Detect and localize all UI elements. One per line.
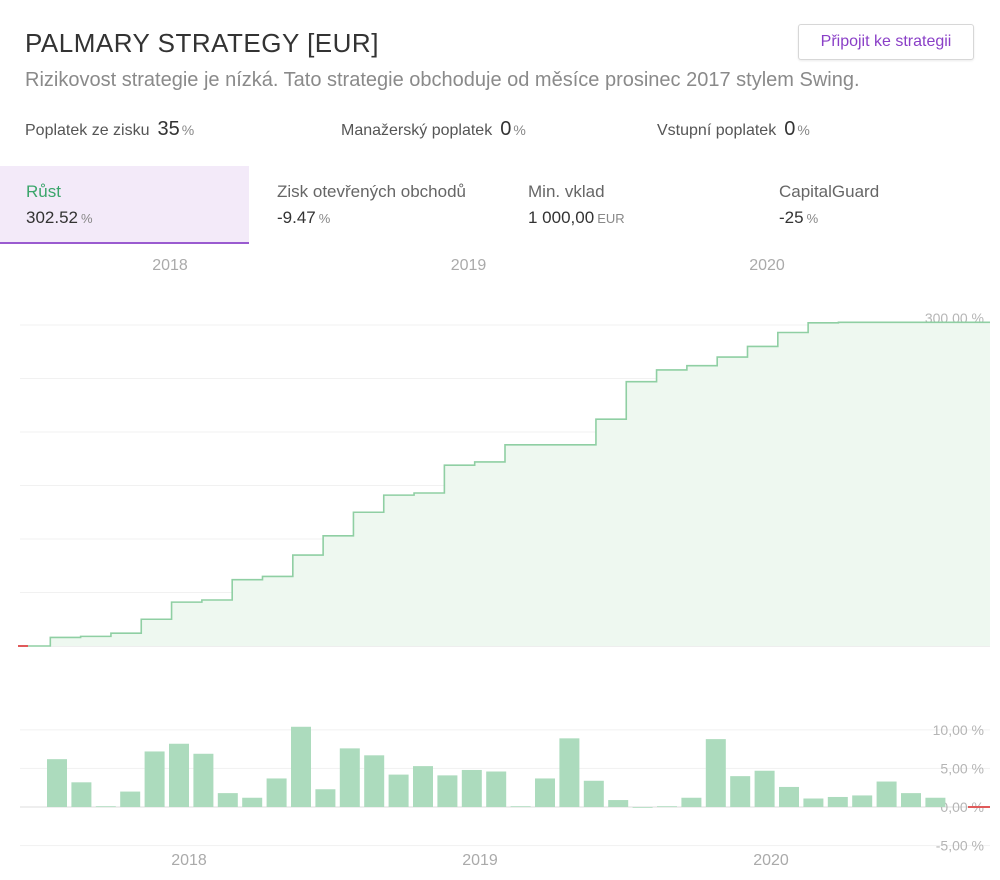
x-tick-label: 2019 bbox=[451, 257, 487, 274]
return-bar bbox=[876, 781, 897, 807]
stat-label: Růst bbox=[26, 182, 61, 201]
fee-value: 0 bbox=[500, 118, 512, 140]
monthly-return-bar-chart: 10,00 % 5,00 % 0,00 % -5,00 % 2018 2019 2020 bbox=[20, 722, 990, 869]
tab-open-trades-profit[interactable]: Zisk otevřených obchodů -9.47% bbox=[251, 166, 500, 244]
strategy-description: Rizikovost strategie je nízká. Tato stra… bbox=[25, 69, 860, 91]
return-bar bbox=[95, 806, 116, 808]
stat-value: 1 000,00 EUR bbox=[528, 208, 751, 228]
return-bar bbox=[47, 759, 67, 807]
fee-label: Vstupní poplatek bbox=[657, 122, 777, 139]
return-bar bbox=[925, 797, 946, 807]
return-bar bbox=[71, 782, 92, 807]
x-tick-label: 2020 bbox=[749, 257, 785, 274]
fee-value: 0 bbox=[784, 118, 796, 140]
return-bar bbox=[291, 726, 311, 807]
stat-label: Zisk otevřených obchodů bbox=[277, 182, 466, 201]
return-bar bbox=[339, 748, 360, 807]
return-bar bbox=[266, 778, 287, 807]
fee-management: Manažerský poplatek 0% bbox=[341, 118, 526, 141]
return-bar bbox=[632, 807, 653, 808]
return-bar bbox=[779, 786, 799, 807]
return-bar bbox=[486, 771, 507, 807]
return-bar bbox=[730, 776, 751, 807]
return-bar bbox=[681, 797, 702, 807]
return-bar bbox=[852, 795, 873, 807]
return-bar bbox=[705, 739, 726, 807]
stat-value: -25% bbox=[779, 208, 1000, 228]
growth-line bbox=[20, 321, 990, 647]
growth-area bbox=[20, 322, 990, 646]
stat-unit: EUR bbox=[597, 211, 625, 226]
fees-row: Poplatek ze zisku 35% Manažerský poplatek… bbox=[0, 118, 1000, 144]
fee-unit: % bbox=[181, 122, 195, 138]
stat-label: CapitalGuard bbox=[779, 182, 880, 201]
fee-value: 35 bbox=[157, 118, 180, 140]
return-bar bbox=[169, 743, 189, 807]
return-bar bbox=[559, 738, 580, 807]
stat-unit: % bbox=[81, 211, 93, 226]
y-tick-label: -5,00 % bbox=[936, 838, 984, 854]
return-bar bbox=[608, 800, 629, 807]
return-bar bbox=[657, 806, 677, 808]
return-bar bbox=[827, 796, 848, 807]
stats-tabs: Růst 302.52% Zisk otevřených obchodů -9.… bbox=[0, 166, 1000, 244]
stat-number: 1 000,00 bbox=[528, 208, 595, 227]
page-title: PALMARY STRATEGY [EUR] bbox=[25, 28, 379, 58]
return-bar bbox=[437, 775, 458, 807]
return-bar bbox=[217, 793, 238, 807]
fee-label: Poplatek ze zisku bbox=[25, 122, 150, 139]
return-bar bbox=[144, 751, 165, 807]
fee-label: Manažerský poplatek bbox=[341, 122, 493, 139]
x-tick-label: 2018 bbox=[152, 257, 188, 274]
join-strategy-button[interactable]: Připojit ke strategii bbox=[798, 24, 974, 60]
fee-profit: Poplatek ze zisku 35% bbox=[25, 118, 194, 141]
return-bar bbox=[510, 806, 531, 808]
fee-unit: % bbox=[797, 122, 810, 138]
stat-unit: % bbox=[806, 211, 819, 226]
tab-growth[interactable]: Růst 302.52% bbox=[0, 166, 249, 244]
return-bar bbox=[535, 778, 555, 807]
growth-line-chart: 2018201920200,00 %50,00 %100,00 %150,00 … bbox=[18, 257, 990, 647]
stat-value: -9.47% bbox=[277, 208, 500, 228]
return-bar bbox=[388, 774, 409, 807]
return-bar bbox=[413, 766, 433, 807]
y-tick-label: 5,00 % bbox=[940, 760, 984, 776]
x-tick-label: 2020 bbox=[753, 852, 789, 869]
return-bar bbox=[754, 770, 775, 807]
fee-entry: Vstupní poplatek 0% bbox=[657, 118, 810, 141]
y-tick-label: 0,00 % bbox=[940, 799, 984, 815]
return-bar bbox=[193, 753, 214, 807]
fee-unit: % bbox=[513, 122, 526, 138]
tab-capitalguard[interactable]: CapitalGuard -25% bbox=[753, 166, 1000, 244]
tab-min-deposit[interactable]: Min. vklad 1 000,00 EUR bbox=[502, 166, 751, 244]
x-tick-label: 2019 bbox=[462, 852, 498, 869]
y-tick-label: 10,00 % bbox=[933, 722, 984, 738]
return-bar bbox=[461, 769, 482, 807]
stat-label: Min. vklad bbox=[528, 182, 605, 201]
stat-number: 302.52 bbox=[26, 208, 78, 227]
return-bar bbox=[242, 797, 263, 807]
stat-value: 302.52% bbox=[26, 208, 249, 228]
return-bar bbox=[583, 780, 604, 807]
return-bar bbox=[901, 793, 921, 807]
return-bar bbox=[803, 798, 824, 807]
return-bar bbox=[364, 755, 385, 807]
return-bar bbox=[120, 791, 141, 807]
stat-number: -25 bbox=[779, 208, 804, 227]
stat-number: -9.47 bbox=[277, 208, 316, 227]
stat-unit: % bbox=[318, 211, 331, 226]
return-bar bbox=[315, 789, 336, 807]
x-tick-label: 2018 bbox=[171, 852, 207, 869]
